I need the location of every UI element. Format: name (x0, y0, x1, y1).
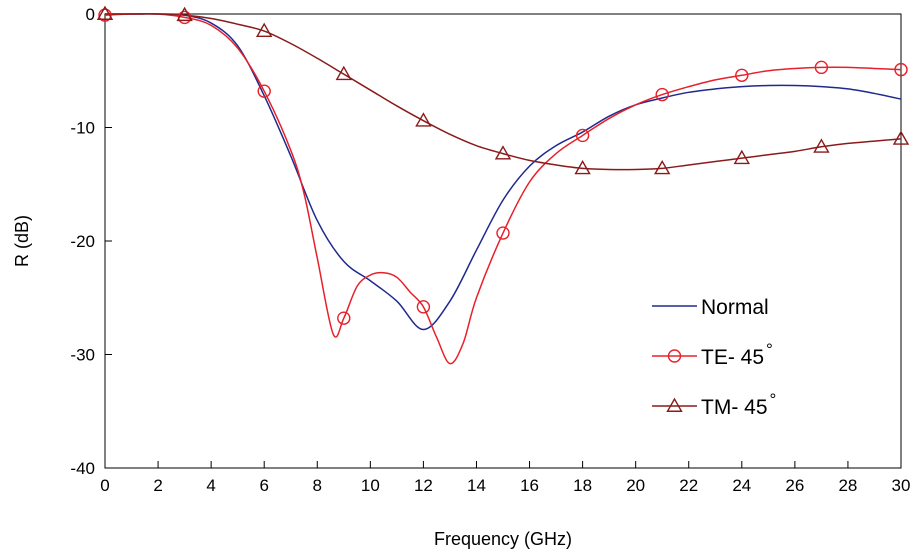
x-tick-label: 8 (313, 476, 322, 495)
x-tick-label: 26 (785, 476, 804, 495)
data-point-tm-45 (733, 149, 751, 165)
legend: Normal TE- 45 ° TM- 45 ° (652, 296, 776, 419)
series-line-te-45 (104, 12, 902, 365)
x-tick-label: 28 (838, 476, 857, 495)
y-axis-label: R (dB) (12, 215, 32, 267)
x-tick-label: 4 (206, 476, 215, 495)
data-point-tm-45 (415, 112, 432, 127)
legend-label: TE- 45 ° (701, 340, 773, 369)
x-tick-label: 30 (892, 476, 911, 495)
x-tick-label: 10 (361, 476, 380, 495)
x-tick-label: 20 (626, 476, 645, 495)
axis-ticks (104, 13, 902, 469)
x-tick-label: 0 (100, 476, 109, 495)
legend-label: TM- 45 ° (701, 390, 776, 419)
y-tick-label: -30 (70, 346, 95, 365)
data-point-tm-45 (96, 5, 114, 20)
data-point-te-45 (257, 84, 271, 98)
plot-frame (104, 13, 902, 469)
data-point-te-45 (416, 300, 431, 314)
data-point-tm-45 (892, 130, 910, 145)
legend-marker (666, 397, 683, 412)
x-tick-label: 2 (153, 476, 162, 495)
x-tick-label: 18 (573, 476, 592, 495)
data-point-te-45 (735, 68, 749, 82)
x-tick-label: 16 (520, 476, 539, 495)
x-tick-label: 24 (732, 476, 751, 495)
data-point-te-45 (496, 226, 510, 240)
data-point-tm-45 (255, 22, 273, 37)
legend-item-normal: Normal (652, 296, 769, 319)
data-point-tm-45 (176, 6, 193, 22)
data-point-tm-45 (813, 138, 830, 153)
series-line-normal (105, 13, 902, 331)
x-tick-label: 14 (467, 476, 486, 495)
legend-item-tm-45: TM- 45 ° (652, 390, 776, 419)
y-tick-label: -20 (70, 232, 95, 251)
data-point-te-45 (814, 60, 829, 75)
x-tick-label: 22 (679, 476, 698, 495)
data-point-te-45 (655, 87, 669, 102)
data-point-tm-45 (494, 145, 512, 160)
series-line-tm-45 (105, 13, 902, 171)
x-tick-label: 6 (259, 476, 268, 495)
marker-layer (96, 5, 910, 325)
data-point-tm-45 (574, 159, 591, 175)
x-axis-label: Frequency (GHz) (434, 529, 572, 549)
data-point-te-45 (894, 62, 908, 77)
x-tick-label: 12 (414, 476, 433, 495)
series-layer (104, 12, 902, 365)
legend-label: Normal (701, 296, 769, 319)
data-point-tm-45 (335, 65, 353, 81)
y-tick-label: -40 (70, 459, 95, 478)
data-point-te-45 (575, 128, 590, 143)
data-point-te-45 (337, 311, 351, 325)
legend-marker (667, 349, 682, 363)
data-point-tm-45 (653, 159, 671, 175)
axis-tick-labels: 0 2 4 6 8 10 12 14 16 18 20 22 24 26 28 300-10-20-30-40 (70, 5, 910, 495)
y-tick-label: -10 (70, 119, 95, 138)
data-point-te-45 (98, 8, 112, 22)
legend-item-te-45: TE- 45 ° (652, 340, 773, 369)
y-tick-label: 0 (86, 5, 95, 24)
